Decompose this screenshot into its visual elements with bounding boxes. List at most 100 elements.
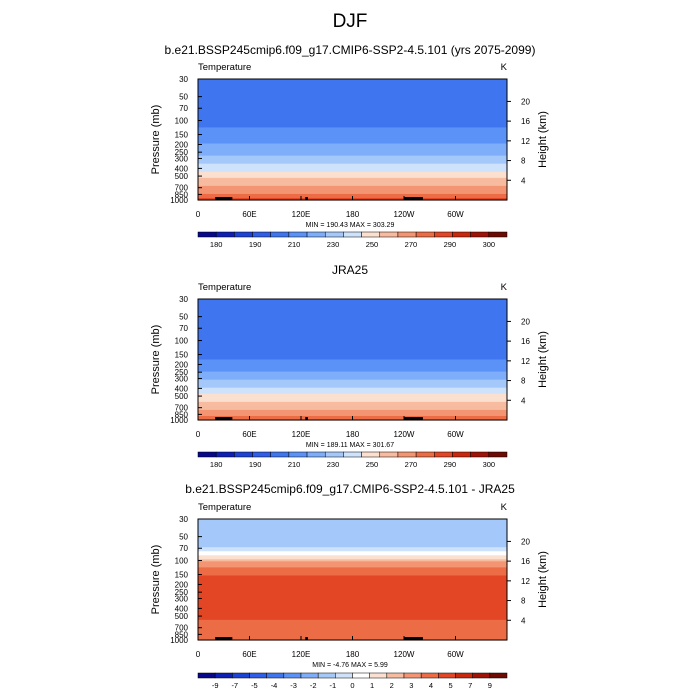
contour-band [198,389,507,393]
topography-mask [215,637,233,640]
y2-tick-label: 4 [521,396,526,405]
contour-band [198,395,507,399]
contour-band [198,595,507,599]
contour-band [198,93,507,96]
contour-band [198,155,507,159]
contour-band [198,583,507,587]
colorbar-swatch [452,231,471,238]
colorbar-label: 230 [327,240,340,249]
colorbar-label: 210 [288,240,301,249]
contour-band [198,179,507,183]
contour-band [198,309,507,312]
contour-band [198,311,507,314]
x-tick-label: 120W [394,650,415,659]
y-axis-label: Pressure (mb) [150,325,162,395]
colorbar-swatch [489,672,508,679]
topography-mask [305,417,308,420]
contour-band [198,363,507,367]
contour-band [198,627,507,631]
contour-band [198,95,507,98]
contour-band [198,537,507,540]
colorbar-swatch [379,231,399,238]
contour-band [198,611,507,615]
y2-tick-label: 20 [521,97,530,106]
contour-band [198,115,507,118]
y-tick-label: 250 [175,368,189,377]
contour-band [198,547,507,550]
y-tick-label: 150 [175,571,189,580]
y-tick-label: 50 [179,93,188,102]
contour-band [198,305,507,308]
contour-band [198,593,507,597]
contour-band [198,379,507,383]
contour-band [198,333,507,336]
colorbar-swatch [369,672,388,679]
contour-band [198,131,507,135]
y-tick-label: 150 [175,351,189,360]
colorbar-label: 190 [249,240,262,249]
contour-band [198,101,507,104]
colorbar-swatch [438,672,456,679]
contour-band [198,561,507,564]
contour-band [198,91,507,94]
y2-tick-label: 20 [521,317,530,326]
y2-axis-label: Height (km) [537,551,549,608]
colorbar-swatch [379,451,399,458]
y-tick-label: 200 [175,140,189,149]
units-label: K [501,62,508,73]
contour-band [198,567,507,571]
colorbar-label: 5 [449,681,453,690]
contour-band [198,141,507,145]
colorbar-label: -2 [310,681,317,690]
contour-band [198,185,507,189]
y-tick-label: 400 [175,384,189,393]
contour-band [198,315,507,318]
contour-band [198,325,507,328]
colorbar-label: 250 [366,240,379,249]
contour-band [198,613,507,617]
colorbar-swatch [288,451,308,458]
contour-band [198,161,507,165]
colorbar-swatch [300,672,319,679]
y2-tick-label: 4 [521,176,526,185]
contour-band [198,385,507,389]
y2-tick-label: 16 [521,557,530,566]
y-tick-label: 250 [175,148,189,157]
contour-band [198,411,507,415]
chart-panel-1: b.e21.BSSP245cmip6.f09_g17.CMIP6-SSP2-4.… [150,43,549,249]
colorbar-label: 290 [444,240,457,249]
contour-band [198,83,507,86]
topography-mask [305,637,308,640]
y2-tick-label: 8 [521,597,526,606]
contour-band [198,399,507,403]
contour-band [198,189,507,193]
colorbar-label: 270 [405,460,418,469]
contour-band [198,597,507,601]
contour-band [198,621,507,625]
units-label: K [501,282,508,293]
y2-tick-label: 16 [521,337,530,346]
contour-band [198,143,507,147]
contour-band [198,523,507,526]
contour-band [198,135,507,139]
y-tick-label: 30 [179,75,188,84]
contour-band [198,387,507,391]
x-tick-label: 120E [292,650,311,659]
contour-band [198,349,507,353]
units-label: K [501,502,508,513]
contour-band [198,331,507,334]
colorbar-swatch [472,672,491,679]
colorbar-swatch [249,672,267,679]
contour-band [198,307,507,310]
contour-band [198,343,507,346]
contour-band [198,575,507,579]
colorbar: -9 -7 -5 -4 -3 -2 -1 0 1 2 3 4 5 7 9 [197,672,508,690]
contour-band [198,129,507,133]
y-tick-label: 300 [175,594,189,603]
y-tick-label: 500 [175,612,189,621]
y2-tick-label: 20 [521,537,530,546]
contour-band [198,381,507,385]
colorbar-label: 300 [483,460,496,469]
y-tick-label: 100 [175,117,189,126]
contour-band [198,97,507,100]
